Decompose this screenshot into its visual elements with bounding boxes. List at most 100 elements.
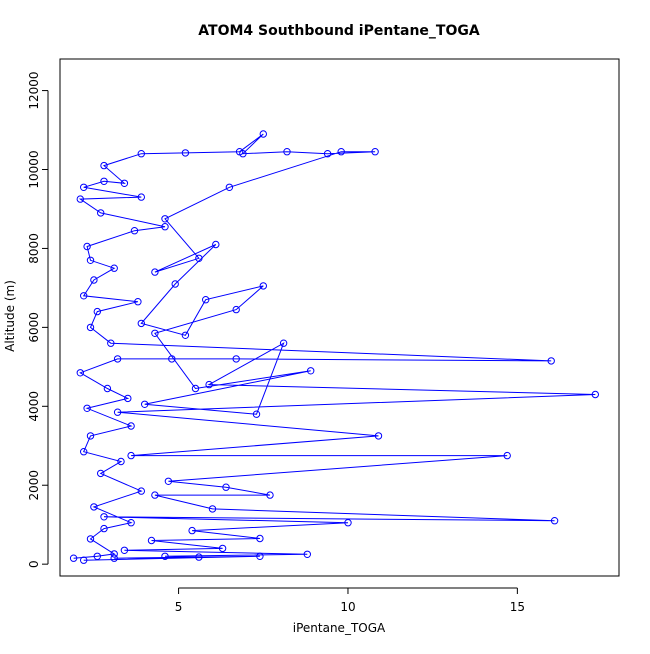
data-point-2 (110, 550, 118, 558)
data-point-26 (90, 276, 98, 284)
data-point-77 (100, 513, 108, 521)
data-point-47 (337, 148, 345, 156)
data-point-51 (151, 268, 159, 276)
data-point-24 (134, 298, 142, 306)
data-point-71 (164, 477, 173, 485)
x-axis-label: iPentane_TOGA (293, 621, 386, 635)
data-point-67 (113, 408, 122, 416)
data-point-79 (188, 526, 196, 535)
y-tick-label-0: 0 (27, 560, 41, 568)
plot-frame (59, 58, 620, 577)
data-point-48 (225, 183, 234, 192)
data-point-64 (279, 339, 288, 347)
data-point-17 (113, 355, 122, 363)
data-point-44 (283, 148, 291, 156)
data-point-72 (222, 483, 230, 491)
data-point-22 (86, 323, 95, 332)
data-point-29 (83, 242, 91, 251)
data-point-59 (151, 329, 159, 337)
data-point-81 (147, 536, 156, 545)
data-point-37 (120, 179, 129, 188)
data-point-56 (202, 296, 210, 304)
data-point-75 (208, 505, 217, 513)
data-point-66 (591, 390, 599, 399)
data-point-34 (137, 193, 146, 201)
data-point-4 (100, 524, 108, 533)
data-point-76 (550, 517, 559, 525)
y-tick-label-5: 10000 (27, 150, 41, 188)
data-point-68 (374, 432, 383, 440)
data-point-70 (503, 451, 511, 460)
y-tick-label-2: 4000 (27, 391, 41, 422)
data-marks-group (69, 130, 599, 564)
data-point-65 (205, 380, 213, 389)
x-tick-label-0: 5 (175, 600, 183, 614)
x-tick-label-2: 15 (510, 600, 525, 614)
series-line-0 (73, 133, 596, 561)
data-point-15 (103, 384, 112, 393)
data-point-25 (80, 292, 88, 300)
data-point-1 (93, 552, 102, 560)
data-point-6 (90, 503, 98, 511)
data-point-74 (151, 491, 159, 499)
data-point-87 (110, 554, 118, 562)
data-point-18 (168, 355, 176, 363)
data-point-89 (80, 556, 88, 564)
data-point-61 (307, 367, 315, 375)
data-point-43 (239, 150, 247, 158)
data-point-33 (76, 195, 85, 203)
data-point-16 (76, 369, 85, 377)
data-point-19 (232, 355, 240, 363)
data-point-50 (195, 254, 203, 262)
data-point-78 (344, 519, 352, 527)
data-point-28 (86, 256, 95, 264)
data-point-63 (252, 410, 261, 418)
data-point-5 (127, 519, 135, 527)
data-point-84 (303, 550, 311, 558)
data-point-40 (181, 149, 190, 157)
data-point-23 (93, 307, 102, 316)
data-point-62 (141, 400, 149, 408)
data-point-9 (117, 457, 125, 466)
axes-group: 5 10 15 0 2000 4000 6000 8000 10000 12000 (27, 71, 525, 614)
data-point-30 (130, 227, 139, 235)
data-point-3 (86, 535, 95, 543)
data-point-39 (137, 150, 146, 158)
data-point-52 (212, 240, 220, 249)
data-point-7 (137, 487, 146, 495)
data-point-21 (107, 339, 115, 347)
data-point-13 (83, 404, 91, 412)
data-point-8 (97, 469, 105, 478)
y-tick-label-4: 8000 (27, 233, 41, 264)
data-point-53 (171, 280, 179, 288)
data-point-46 (371, 148, 379, 156)
data-point-14 (124, 394, 132, 403)
data-point-32 (97, 209, 105, 217)
chart-title: ATOM4 Southbound iPentane_TOGA (198, 23, 480, 39)
data-point-60 (191, 384, 200, 393)
data-point-54 (137, 319, 146, 328)
y-axis-label: Altitude (m) (3, 280, 17, 352)
data-point-0 (69, 554, 78, 562)
data-point-83 (120, 546, 129, 554)
data-point-49 (161, 215, 169, 223)
data-point-80 (256, 534, 264, 543)
data-point-20 (547, 357, 555, 365)
data-point-57 (259, 282, 267, 290)
y-tick-label-6: 12000 (27, 71, 41, 109)
data-point-27 (110, 264, 118, 272)
data-point-86 (195, 553, 203, 561)
data-point-82 (218, 544, 227, 553)
data-point-69 (127, 451, 135, 460)
data-point-42 (259, 130, 267, 138)
data-point-11 (86, 432, 95, 440)
data-point-38 (100, 161, 108, 170)
data-point-45 (323, 150, 332, 158)
y-tick-label-1: 2000 (27, 470, 41, 501)
data-point-12 (127, 422, 135, 430)
data-point-10 (80, 448, 88, 456)
y-tick-label-3: 6000 (27, 312, 41, 343)
data-point-36 (100, 177, 108, 186)
